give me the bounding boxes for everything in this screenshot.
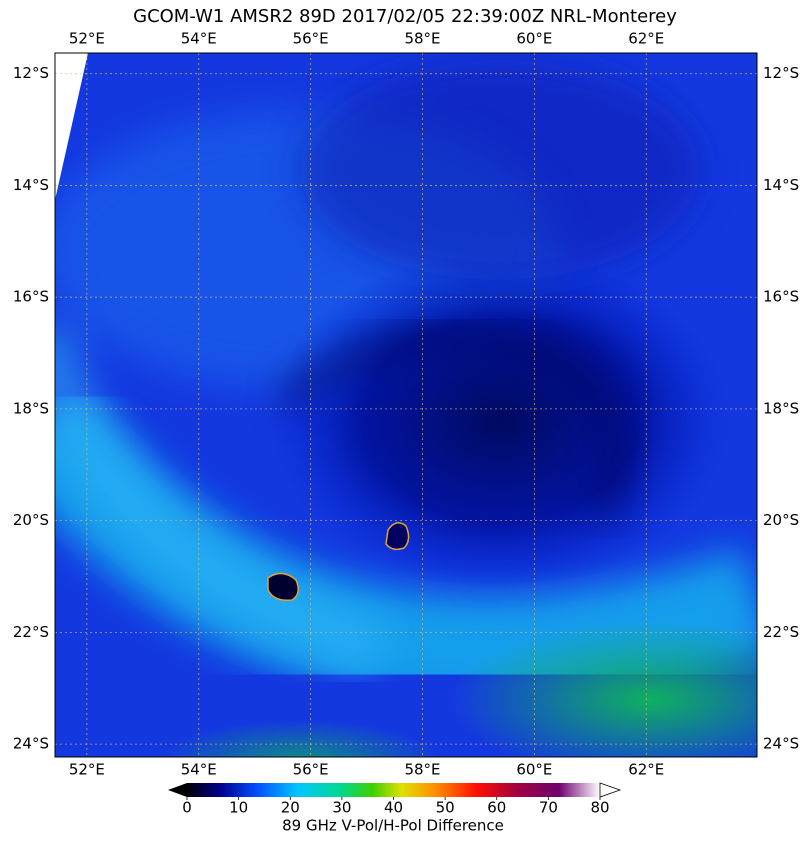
title: GCOM-W1 AMSR2 89D 2017/02/05 22:39:00Z N… [133,6,677,27]
lat-label: 20°S [763,511,799,529]
lon-label: 62°E [628,30,664,48]
colorbar-tick-label: 30 [332,799,351,817]
map-frame [54,52,758,758]
lon-label: 60°E [516,30,552,48]
colorbar-tick-label: 60 [487,799,506,817]
colorbar-over [599,782,622,798]
lat-label: 12°S [13,64,49,82]
lon-label: 54°E [181,30,217,48]
lon-label: 54°E [181,761,217,779]
map-image [55,53,757,757]
colorbar-tick-label: 40 [384,799,403,817]
lat-label: 22°S [763,623,799,641]
lon-label: 56°E [293,761,329,779]
colorbar-tick-label: 20 [281,799,300,817]
lon-label: 52°E [69,761,105,779]
colorbar-tick-label: 70 [539,799,558,817]
colorbar-tick-label: 50 [436,799,455,817]
lat-label: 12°S [763,64,799,82]
colorbar-tick-label: 80 [590,799,609,817]
colorbar-tick-label: 0 [182,799,192,817]
lat-label: 16°S [763,288,799,306]
lat-label: 16°S [13,288,49,306]
lat-label: 14°S [13,176,49,194]
lat-label: 20°S [13,511,49,529]
colorbar [187,783,600,797]
lat-label: 22°S [13,623,49,641]
lon-label: 62°E [628,761,664,779]
lat-label: 14°S [763,176,799,194]
colorbar-label: 89 GHz V-Pol/H-Pol Difference [282,817,504,835]
lon-label: 58°E [404,30,440,48]
lat-label: 24°S [13,735,49,753]
lat-label: 18°S [13,399,49,417]
lon-label: 52°E [69,30,105,48]
colorbar-under [168,783,187,797]
colorbar-tick-label: 10 [229,799,248,817]
lon-label: 56°E [293,30,329,48]
lat-label: 24°S [763,735,799,753]
lon-label: 60°E [516,761,552,779]
lon-label: 58°E [404,761,440,779]
lat-label: 18°S [763,399,799,417]
